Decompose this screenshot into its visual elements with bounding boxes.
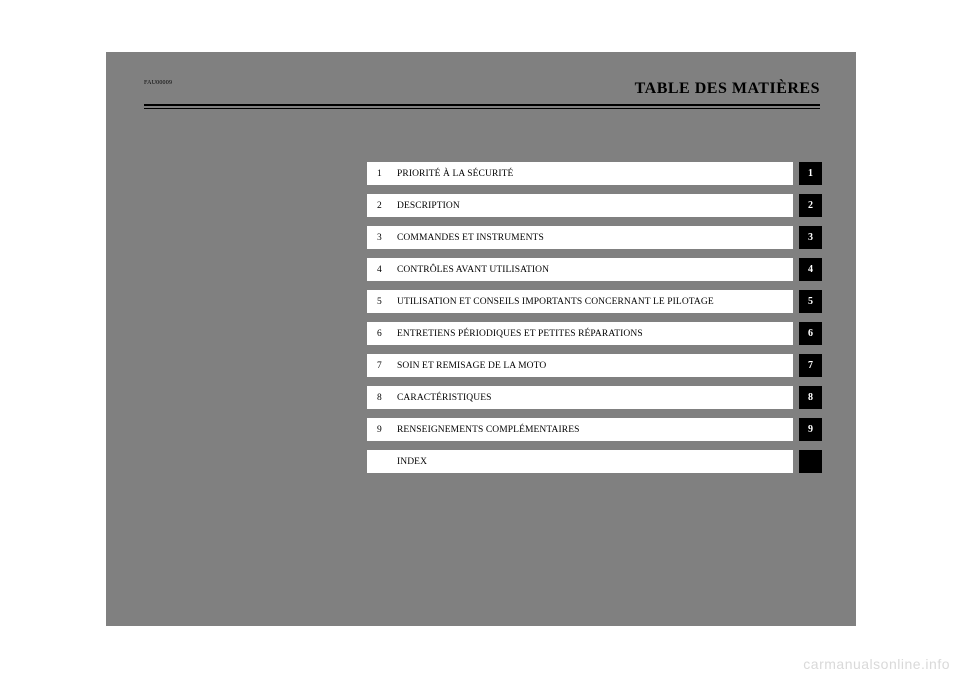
toc-tab: 6 [799, 322, 822, 345]
toc-row: 6 ENTRETIENS PÉRIODIQUES ET PETITES RÉPA… [367, 322, 822, 345]
toc-label: SOIN ET REMISAGE DE LA MOTO [397, 361, 546, 371]
toc-label: INDEX [397, 457, 427, 467]
toc-tab: 4 [799, 258, 822, 281]
toc-cell: 1 PRIORITÉ À LA SÉCURITÉ [367, 162, 793, 185]
toc-number: 1 [377, 169, 391, 179]
toc-row: INDEX [367, 450, 822, 473]
toc-number: 7 [377, 361, 391, 371]
toc-cell: 8 CARACTÉRISTIQUES [367, 386, 793, 409]
toc-tab: 7 [799, 354, 822, 377]
page: FAU00009 TABLE DES MATIÈRES 1 PRIORITÉ À… [0, 0, 960, 678]
toc-tab: 9 [799, 418, 822, 441]
toc-cell: INDEX [367, 450, 793, 473]
toc-row: 2 DESCRIPTION 2 [367, 194, 822, 217]
toc-row: 7 SOIN ET REMISAGE DE LA MOTO 7 [367, 354, 822, 377]
toc-tab: 8 [799, 386, 822, 409]
toc-cell: 3 COMMANDES ET INSTRUMENTS [367, 226, 793, 249]
toc-cell: 2 DESCRIPTION [367, 194, 793, 217]
toc-number: 8 [377, 393, 391, 403]
toc-cell: 9 RENSEIGNEMENTS COMPLÉMENTAIRES [367, 418, 793, 441]
toc-tab [799, 450, 822, 473]
toc-row: 9 RENSEIGNEMENTS COMPLÉMENTAIRES 9 [367, 418, 822, 441]
toc-label: ENTRETIENS PÉRIODIQUES ET PETITES RÉPARA… [397, 329, 643, 339]
toc-row: 5 UTILISATION ET CONSEILS IMPORTANTS CON… [367, 290, 822, 313]
toc-label: CARACTÉRISTIQUES [397, 393, 492, 403]
toc-number: 2 [377, 201, 391, 211]
toc-number: 3 [377, 233, 391, 243]
toc-label: RENSEIGNEMENTS COMPLÉMENTAIRES [397, 425, 579, 435]
toc-tab: 1 [799, 162, 822, 185]
toc-row: 1 PRIORITÉ À LA SÉCURITÉ 1 [367, 162, 822, 185]
toc-number: 6 [377, 329, 391, 339]
toc-cell: 4 CONTRÔLES AVANT UTILISATION [367, 258, 793, 281]
toc-label: CONTRÔLES AVANT UTILISATION [397, 265, 549, 275]
toc-row: 4 CONTRÔLES AVANT UTILISATION 4 [367, 258, 822, 281]
page-title: TABLE DES MATIÈRES [635, 80, 820, 98]
toc: 1 PRIORITÉ À LA SÉCURITÉ 1 2 DESCRIPTION… [367, 162, 822, 482]
toc-tab: 2 [799, 194, 822, 217]
toc-row: 8 CARACTÉRISTIQUES 8 [367, 386, 822, 409]
toc-number: 4 [377, 265, 391, 275]
toc-label: UTILISATION ET CONSEILS IMPORTANTS CONCE… [397, 297, 714, 307]
toc-tab: 5 [799, 290, 822, 313]
toc-number: 9 [377, 425, 391, 435]
toc-row: 3 COMMANDES ET INSTRUMENTS 3 [367, 226, 822, 249]
toc-label: COMMANDES ET INSTRUMENTS [397, 233, 544, 243]
toc-label: PRIORITÉ À LA SÉCURITÉ [397, 169, 513, 179]
header-rule-thin [144, 108, 820, 109]
toc-cell: 7 SOIN ET REMISAGE DE LA MOTO [367, 354, 793, 377]
watermark: carmanualsonline.info [803, 656, 950, 672]
page-inner: FAU00009 TABLE DES MATIÈRES 1 PRIORITÉ À… [106, 52, 856, 626]
toc-label: DESCRIPTION [397, 201, 460, 211]
toc-number: 5 [377, 297, 391, 307]
header-rule-thick [144, 104, 820, 106]
toc-cell: 5 UTILISATION ET CONSEILS IMPORTANTS CON… [367, 290, 793, 313]
toc-cell: 6 ENTRETIENS PÉRIODIQUES ET PETITES RÉPA… [367, 322, 793, 345]
toc-tab: 3 [799, 226, 822, 249]
